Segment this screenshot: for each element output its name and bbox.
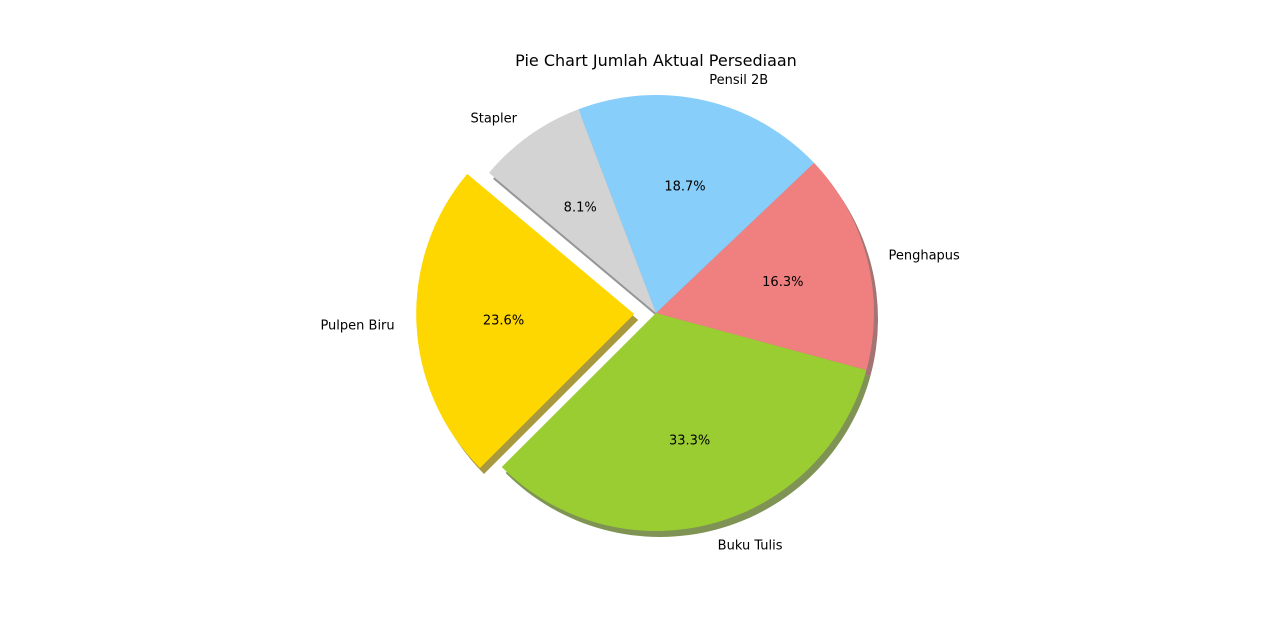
slice-label-buku-tulis: Buku Tulis <box>718 539 783 554</box>
slice-labels: Pulpen Biru 23.6% Buku Tulis 33.3% Penghapus… <box>320 73 960 554</box>
pie-slice-buku-tulis <box>501 313 867 531</box>
slice-label-stapler: Stapler <box>470 112 517 127</box>
pie-slices <box>416 94 874 531</box>
slice-pct-penghapus: 16.3% <box>762 275 803 290</box>
pie-slice-pensil-2b <box>578 94 815 313</box>
slice-pct-buku-tulis: 33.3% <box>669 433 710 448</box>
slice-label-pensil-2b: Pensil 2B <box>709 73 768 88</box>
pie-slice-penghapus <box>656 162 874 371</box>
slice-pct-pensil-2b: 18.7% <box>664 179 705 194</box>
slice-label-penghapus: Penghapus <box>888 248 960 263</box>
pie-slice-stapler <box>489 109 656 313</box>
slice-pct-pulpen-biru: 23.6% <box>483 314 524 329</box>
chart-title: Pie Chart Jumlah Aktual Persediaan <box>515 51 797 70</box>
slice-pct-stapler: 8.1% <box>564 200 597 215</box>
slice-label-pulpen-biru: Pulpen Biru <box>320 318 394 333</box>
pie-slice-pulpen-biru <box>416 173 635 468</box>
